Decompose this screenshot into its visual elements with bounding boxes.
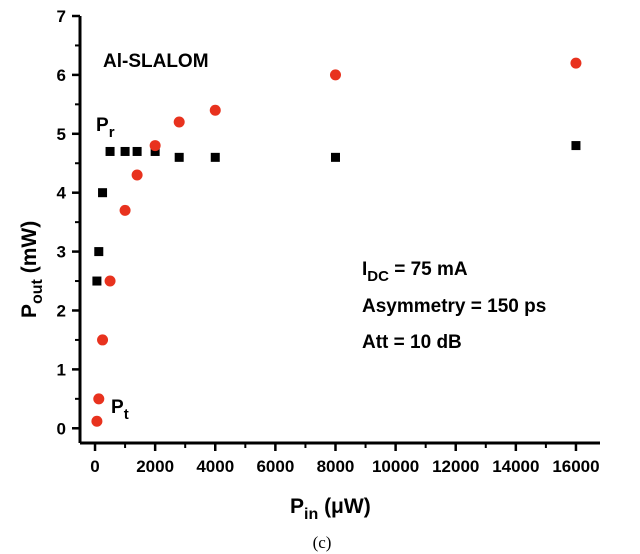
point-pt bbox=[104, 275, 116, 287]
figure-caption: (c) bbox=[313, 533, 332, 552]
point-pr bbox=[150, 146, 160, 156]
x-tick-label: 16000 bbox=[552, 457, 599, 476]
annotation-idc-base: I bbox=[362, 259, 367, 280]
x-tick-label: 10000 bbox=[372, 457, 419, 476]
data-points bbox=[91, 57, 582, 427]
x-tick-label: 0 bbox=[90, 457, 99, 476]
point-pt bbox=[119, 204, 131, 216]
y-tick-label: 5 bbox=[57, 125, 66, 144]
series-label-pr: Pr bbox=[96, 115, 115, 141]
point-pr bbox=[571, 141, 581, 151]
point-pt bbox=[91, 415, 103, 427]
y-tick-label: 7 bbox=[57, 7, 66, 26]
x-axis-title-base: P bbox=[290, 495, 304, 518]
y-tick-label: 0 bbox=[57, 419, 66, 438]
chart-title: Al-SLALOM bbox=[103, 51, 209, 72]
point-pr bbox=[330, 152, 340, 162]
x-tick-label: 2000 bbox=[136, 457, 174, 476]
annotation-idc-sub: DC bbox=[367, 268, 389, 285]
x-tick-label: 12000 bbox=[432, 457, 479, 476]
y-ticks: 0 1 2 3 4 5 6 7 bbox=[57, 7, 80, 438]
x-axis-title: Pin (μW) bbox=[290, 495, 371, 523]
y-tick-label: 2 bbox=[57, 301, 66, 320]
annotation-asymmetry: Asymmetry = 150 ps bbox=[362, 296, 546, 317]
annotation-att: Att = 10 dB bbox=[362, 332, 462, 353]
y-axis-title-unit: (mW) bbox=[18, 221, 41, 279]
x-tick-label: 14000 bbox=[492, 457, 539, 476]
point-pr bbox=[132, 146, 142, 156]
point-pt bbox=[570, 57, 582, 69]
x-tick-label: 4000 bbox=[196, 457, 234, 476]
point-pr bbox=[98, 188, 108, 198]
point-pt bbox=[93, 393, 105, 405]
point-pr bbox=[120, 146, 130, 156]
series-label-pr-base: P bbox=[96, 115, 109, 136]
y-axis-title: Pout (mW) bbox=[18, 221, 46, 318]
x-axis-title-unit: (μW) bbox=[318, 495, 371, 518]
y-tick-label: 3 bbox=[57, 243, 66, 262]
x-axis-title-sub: in bbox=[304, 506, 318, 523]
y-tick-label: 6 bbox=[57, 66, 66, 85]
series-label-pt-base: P bbox=[111, 397, 124, 418]
point-pt bbox=[97, 334, 109, 346]
annotation-idc-rest: = 75 mA bbox=[389, 259, 468, 280]
point-pr bbox=[210, 152, 220, 162]
x-tick-label: 6000 bbox=[256, 457, 294, 476]
x-ticks: 0 2000 4000 6000 8000 10000 12000 14000 16000 bbox=[90, 443, 600, 476]
point-pt bbox=[173, 116, 185, 128]
point-pr bbox=[92, 276, 102, 286]
point-pt bbox=[131, 169, 143, 181]
series-label-pr-sub: r bbox=[109, 124, 115, 141]
point-pt bbox=[209, 104, 221, 116]
annotation-idc: IDC = 75 mA bbox=[362, 259, 468, 285]
y-axis-title-sub: out bbox=[29, 278, 46, 304]
y-tick-label: 4 bbox=[57, 184, 67, 203]
series-label-pt: Pt bbox=[111, 397, 129, 423]
point-pt bbox=[149, 140, 161, 152]
y-axis-title-base: P bbox=[18, 304, 41, 318]
point-pt bbox=[329, 69, 341, 81]
point-pr bbox=[174, 152, 184, 162]
x-tick-label: 8000 bbox=[317, 457, 355, 476]
series-label-pt-sub: t bbox=[124, 406, 129, 423]
y-tick-label: 1 bbox=[57, 360, 66, 379]
axes bbox=[78, 16, 600, 445]
point-pr bbox=[105, 146, 115, 156]
point-pr bbox=[94, 247, 104, 257]
